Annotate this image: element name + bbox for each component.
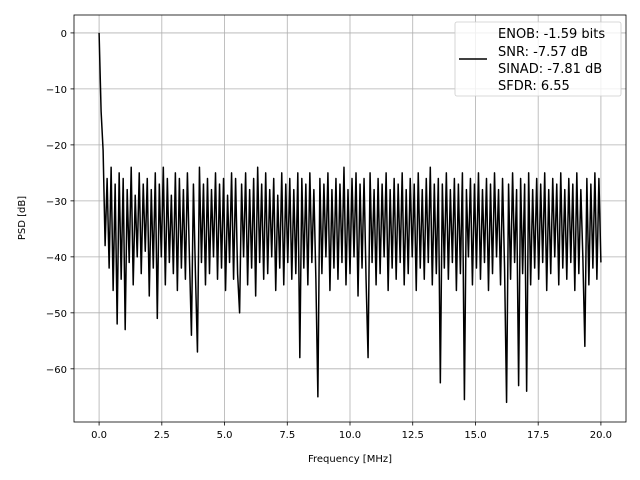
psd-series-line <box>98 32 602 404</box>
y-tick-label: 0 <box>61 29 67 40</box>
x-axis-label: Frequency [MHz] <box>308 454 392 465</box>
x-tick-label: 20.0 <box>590 430 612 441</box>
x-tick-label: 12.5 <box>402 430 424 441</box>
legend-sinad: SINAD: -7.81 dB <box>498 62 602 77</box>
ticks: 0.0 2.5 5.0 7.5 10.0 12.5 15.0 17.5 20.0 0 −10 −20 −… <box>46 29 612 441</box>
legend-sfdr: SFDR: 6.55 <box>498 79 570 94</box>
series-layer <box>98 32 602 404</box>
x-tick-label: 17.5 <box>527 430 549 441</box>
legend: ENOB: -1.59 bits SNR: -7.57 dB SINAD: -7… <box>454 21 622 97</box>
legend-enob: ENOB: -1.59 bits <box>498 27 605 42</box>
x-tick-label: 2.5 <box>154 430 170 441</box>
y-tick-label: −10 <box>46 85 67 96</box>
y-tick-label: −30 <box>46 197 67 208</box>
legend-box <box>454 21 622 97</box>
x-tick-label: 0.0 <box>91 430 107 441</box>
x-tick-label: 7.5 <box>279 430 295 441</box>
x-tick-label: 15.0 <box>464 430 486 441</box>
y-tick-label: −40 <box>46 253 67 264</box>
y-tick-label: −60 <box>46 365 67 376</box>
legend-snr: SNR: -7.57 dB <box>498 45 588 60</box>
y-tick-label: −50 <box>46 309 67 320</box>
x-tick-label: 10.0 <box>339 430 361 441</box>
y-tick-label: −20 <box>46 141 67 152</box>
x-tick-label: 5.0 <box>217 430 233 441</box>
y-axis-label: PSD [dB] <box>17 196 28 240</box>
